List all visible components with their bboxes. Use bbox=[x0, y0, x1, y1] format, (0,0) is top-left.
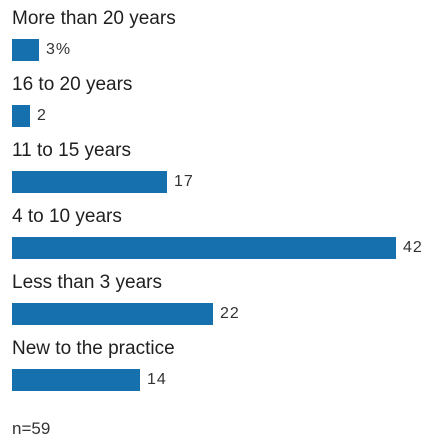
value-label: 2 bbox=[37, 107, 47, 124]
category-label: 4 to 10 years bbox=[12, 206, 122, 227]
bar bbox=[12, 369, 140, 391]
bar bbox=[12, 39, 39, 61]
bar bbox=[12, 237, 396, 259]
value-label: 14 bbox=[147, 371, 167, 388]
bar bbox=[12, 171, 167, 193]
bar bbox=[12, 303, 213, 325]
category-label: New to the practice bbox=[12, 338, 175, 359]
category-label: 16 to 20 years bbox=[12, 74, 133, 95]
category-label: 11 to 15 years bbox=[12, 140, 132, 161]
sample-size-note: n=59 bbox=[12, 419, 51, 438]
category-label: More than 20 years bbox=[12, 8, 176, 29]
value-label: 17 bbox=[174, 173, 194, 190]
bar bbox=[12, 105, 30, 127]
value-label: 42 bbox=[403, 239, 423, 256]
value-label: 3% bbox=[46, 41, 72, 58]
value-label: 22 bbox=[220, 305, 240, 322]
category-label: Less than 3 years bbox=[12, 272, 162, 293]
